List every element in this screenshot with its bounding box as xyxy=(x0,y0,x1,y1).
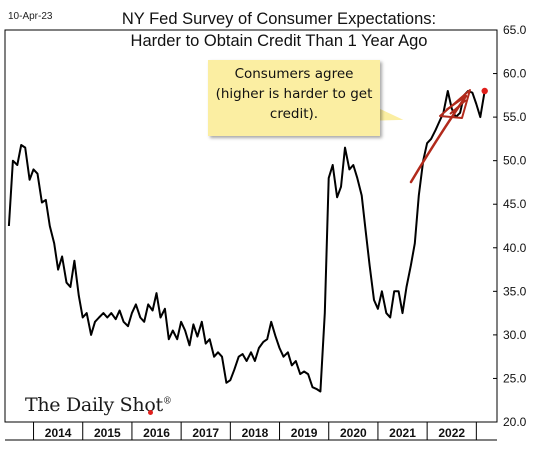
arrow-head xyxy=(439,89,471,119)
callout-line-2: (higher is harder to get xyxy=(215,86,373,102)
x-tick-label: 2017 xyxy=(192,426,219,440)
logo-text: The Daily Shot xyxy=(25,394,163,416)
x-tick-label: 2019 xyxy=(291,426,318,440)
chart-title: NY Fed Survey of Consumer Expectations: … xyxy=(0,8,558,52)
plot-frame xyxy=(4,29,498,423)
date-stamp: 10-Apr-23 xyxy=(8,11,53,22)
callout-note: Consumers agree (higher is harder to get… xyxy=(208,60,380,136)
series-line xyxy=(7,90,486,393)
y-tick-label: 50.0 xyxy=(503,154,527,168)
y-tick-label: 35.0 xyxy=(503,284,527,298)
y-tick-label: 40.0 xyxy=(503,241,527,255)
x-tick-label: 2020 xyxy=(340,426,367,440)
logo-dot xyxy=(148,410,153,415)
x-tick-label: 2016 xyxy=(143,426,170,440)
chart-title-line-2: Harder to Obtain Credit Than 1 Year Ago xyxy=(130,32,428,50)
x-tick-label: 2022 xyxy=(438,426,465,440)
y-tick-label: 45.0 xyxy=(503,197,527,211)
y-tick-label: 55.0 xyxy=(503,110,527,124)
y-tick-label: 65.0 xyxy=(503,23,527,37)
logo: The Daily Shot® xyxy=(25,394,172,416)
logo-registered-mark: ® xyxy=(162,396,172,407)
y-tick-label: 30.0 xyxy=(503,328,527,342)
x-tick-label: 2021 xyxy=(389,426,416,440)
x-tick-label: 2014 xyxy=(45,426,72,440)
chart-title-line-1: NY Fed Survey of Consumer Expectations: xyxy=(121,10,437,28)
x-tick-label: 2018 xyxy=(242,426,269,440)
y-tick-label: 25.0 xyxy=(503,371,527,385)
y-tick-label: 20.0 xyxy=(503,415,527,429)
x-tick-label: 2015 xyxy=(94,426,121,440)
last-point-marker xyxy=(481,87,488,95)
callout-line-1: Consumers agree xyxy=(234,66,354,82)
arrow-shaft xyxy=(409,94,468,184)
y-tick-label: 60.0 xyxy=(503,67,527,81)
callout-line-3: credit). xyxy=(269,106,319,122)
